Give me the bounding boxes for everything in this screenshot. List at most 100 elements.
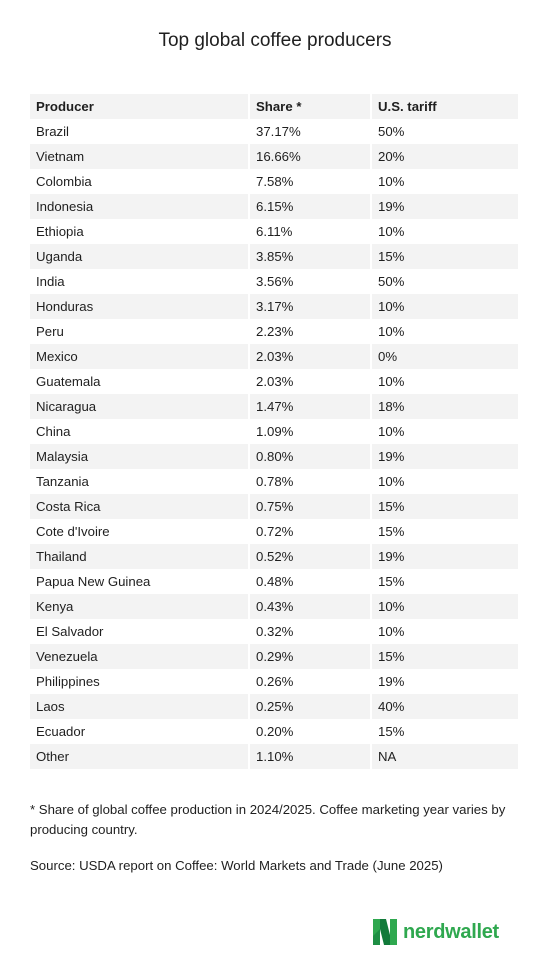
cell-producer: Cote d'Ivoire — [30, 519, 248, 544]
cell-share: 0.43% — [248, 594, 370, 619]
cell-tariff: 19% — [370, 194, 518, 219]
nerdwallet-wordmark: nerdwallet — [403, 920, 499, 943]
cell-tariff: 10% — [370, 619, 518, 644]
cell-share: 0.75% — [248, 494, 370, 519]
cell-share: 0.32% — [248, 619, 370, 644]
cell-tariff: 10% — [370, 319, 518, 344]
cell-share: 0.52% — [248, 544, 370, 569]
cell-tariff: 40% — [370, 694, 518, 719]
cell-producer: Peru — [30, 319, 248, 344]
cell-share: 6.15% — [248, 194, 370, 219]
cell-share: 3.17% — [248, 294, 370, 319]
table-row: Kenya 0.43% 10% — [30, 594, 518, 619]
table-row: Laos 0.25% 40% — [30, 694, 518, 719]
cell-tariff: 15% — [370, 719, 518, 744]
cell-tariff: 19% — [370, 544, 518, 569]
cell-share: 16.66% — [248, 144, 370, 169]
table-row: Colombia 7.58% 10% — [30, 169, 518, 194]
cell-share: 0.20% — [248, 719, 370, 744]
cell-producer: Nicaragua — [30, 394, 248, 419]
cell-share: 0.25% — [248, 694, 370, 719]
column-header-producer: Producer — [30, 94, 248, 119]
cell-share: 0.80% — [248, 444, 370, 469]
table-row: Papua New Guinea 0.48% 15% — [30, 569, 518, 594]
table-body: Brazil 37.17% 50% Vietnam 16.66% 20% Colombia 7… — [30, 119, 518, 769]
table-row: El Salvador 0.32% 10% — [30, 619, 518, 644]
nerdwallet-logo-icon — [373, 919, 397, 945]
table-row: Guatemala 2.03% 10% — [30, 369, 518, 394]
table-row: Indonesia 6.15% 19% — [30, 194, 518, 219]
table-row: Brazil 37.17% 50% — [30, 119, 518, 144]
table-row: Ecuador 0.20% 15% — [30, 719, 518, 744]
table-row: Malaysia 0.80% 19% — [30, 444, 518, 469]
table-row: India 3.56% 50% — [30, 269, 518, 294]
cell-share: 1.09% — [248, 419, 370, 444]
cell-tariff: 15% — [370, 519, 518, 544]
cell-producer: Thailand — [30, 544, 248, 569]
column-header-share: Share * — [248, 94, 370, 119]
cell-producer: Colombia — [30, 169, 248, 194]
table-row: Nicaragua 1.47% 18% — [30, 394, 518, 419]
table-row: Cote d'Ivoire 0.72% 15% — [30, 519, 518, 544]
cell-tariff: 20% — [370, 144, 518, 169]
table-header-row: Producer Share * U.S. tariff — [30, 94, 518, 119]
cell-producer: India — [30, 269, 248, 294]
coffee-producers-table: Producer Share * U.S. tariff Brazil 37.17… — [30, 94, 518, 769]
cell-producer: Venezuela — [30, 644, 248, 669]
cell-producer: Tanzania — [30, 469, 248, 494]
cell-producer: Philippines — [30, 669, 248, 694]
cell-tariff: 10% — [370, 594, 518, 619]
cell-tariff: 15% — [370, 244, 518, 269]
table-row: Costa Rica 0.75% 15% — [30, 494, 518, 519]
cell-share: 0.26% — [248, 669, 370, 694]
cell-tariff: 15% — [370, 494, 518, 519]
table-row: Tanzania 0.78% 10% — [30, 469, 518, 494]
cell-tariff: 10% — [370, 469, 518, 494]
cell-producer: Uganda — [30, 244, 248, 269]
footnote: * Share of global coffee production in 2… — [30, 802, 506, 837]
cell-share: 37.17% — [248, 119, 370, 144]
cell-producer: Brazil — [30, 119, 248, 144]
table-row: Vietnam 16.66% 20% — [30, 144, 518, 169]
cell-producer: Honduras — [30, 294, 248, 319]
nerdwallet-logo: nerdwallet — [373, 919, 499, 945]
table-row: Other 1.10% NA — [30, 744, 518, 769]
table-row: Peru 2.23% 10% — [30, 319, 518, 344]
cell-share: 7.58% — [248, 169, 370, 194]
cell-tariff: 50% — [370, 119, 518, 144]
cell-producer: Ethiopia — [30, 219, 248, 244]
cell-producer: Costa Rica — [30, 494, 248, 519]
cell-tariff: NA — [370, 744, 518, 769]
cell-tariff: 10% — [370, 369, 518, 394]
cell-share: 0.72% — [248, 519, 370, 544]
chart-title: Top global coffee producers — [158, 30, 392, 51]
table-row: Venezuela 0.29% 15% — [30, 644, 518, 669]
table-row: Thailand 0.52% 19% — [30, 544, 518, 569]
cell-tariff: 0% — [370, 344, 518, 369]
cell-tariff: 15% — [370, 569, 518, 594]
source-note: Source: USDA report on Coffee: World Mar… — [30, 858, 443, 873]
cell-share: 2.23% — [248, 319, 370, 344]
cell-share: 2.03% — [248, 369, 370, 394]
cell-tariff: 10% — [370, 419, 518, 444]
cell-tariff: 19% — [370, 444, 518, 469]
cell-share: 3.56% — [248, 269, 370, 294]
cell-tariff: 18% — [370, 394, 518, 419]
cell-producer: Guatemala — [30, 369, 248, 394]
cell-share: 2.03% — [248, 344, 370, 369]
cell-producer: Indonesia — [30, 194, 248, 219]
cell-producer: El Salvador — [30, 619, 248, 644]
cell-tariff: 15% — [370, 644, 518, 669]
column-header-tariff: U.S. tariff — [370, 94, 518, 119]
table-row: China 1.09% 10% — [30, 419, 518, 444]
cell-tariff: 10% — [370, 169, 518, 194]
cell-producer: Malaysia — [30, 444, 248, 469]
table-row: Philippines 0.26% 19% — [30, 669, 518, 694]
cell-share: 1.47% — [248, 394, 370, 419]
cell-producer: Papua New Guinea — [30, 569, 248, 594]
cell-share: 1.10% — [248, 744, 370, 769]
cell-producer: Ecuador — [30, 719, 248, 744]
cell-share: 3.85% — [248, 244, 370, 269]
cell-share: 0.29% — [248, 644, 370, 669]
cell-tariff: 10% — [370, 219, 518, 244]
